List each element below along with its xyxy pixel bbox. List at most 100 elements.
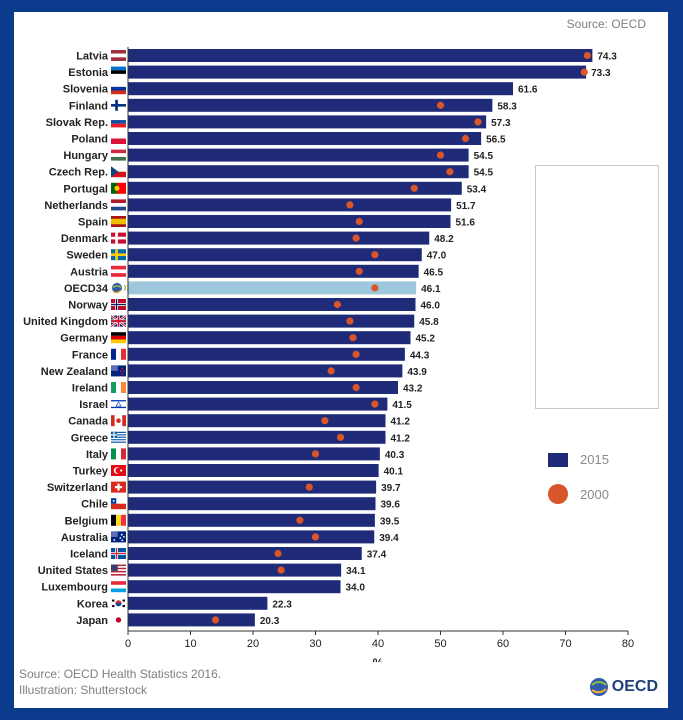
category-label: OECD34	[64, 283, 109, 295]
value-label: 56.5	[486, 135, 506, 146]
bar-2015	[128, 464, 379, 477]
category-label: Turkey	[73, 466, 109, 478]
value-label: 73.3	[591, 68, 611, 79]
bar-2015	[128, 480, 377, 494]
category-label: France	[72, 349, 108, 361]
category-label: Slovak Rep.	[46, 117, 108, 129]
bar-2015	[128, 98, 493, 112]
value-label: 40.3	[385, 450, 405, 461]
bar-row: Poland 56.5	[71, 132, 506, 146]
value-label: 46.1	[421, 284, 441, 295]
dot-2000	[296, 516, 304, 524]
dot-2000	[333, 300, 341, 309]
flag-icon	[111, 50, 126, 61]
dot-2000	[352, 383, 360, 392]
dot-2000	[327, 367, 335, 375]
flag-icon	[111, 415, 126, 427]
bar-2015	[128, 430, 386, 444]
value-label: 61.6	[518, 85, 538, 96]
category-label: Spain	[78, 217, 108, 229]
bar-2015	[128, 530, 375, 544]
bar-row: Italy 40.3	[86, 447, 405, 461]
bar-row: France 44.3	[72, 347, 430, 361]
value-label: 39.4	[379, 533, 399, 544]
bar-2015	[128, 132, 482, 145]
legend-swatch-2000	[548, 484, 568, 504]
flag-icon	[111, 531, 126, 543]
flag-icon	[111, 448, 126, 460]
category-label: New Zealand	[41, 366, 108, 378]
flag-icon	[111, 514, 126, 526]
flag-icon	[111, 365, 126, 377]
flag-icon	[111, 597, 126, 609]
value-label: 39.5	[380, 516, 400, 527]
bar-2015	[128, 563, 342, 577]
footer-source: Source: OECD Health Statistics 2016.	[19, 667, 222, 681]
dot-2000	[321, 417, 329, 425]
flag-icon	[111, 382, 126, 393]
bar-2015	[128, 596, 268, 610]
bar-2015	[128, 314, 415, 328]
bar-row: Austria 46.5	[70, 264, 444, 278]
dot-2000	[371, 251, 379, 259]
bar-row: New Zealand 43.9	[41, 364, 427, 378]
bar-2015	[128, 49, 593, 62]
dot-2000	[352, 234, 360, 242]
bar-row: Turkey 40.1	[73, 464, 404, 478]
bar-row: Latvia 74.3	[76, 49, 617, 63]
dot-2000	[436, 101, 445, 109]
category-label: Japan	[76, 615, 108, 627]
dot-2000	[336, 433, 345, 441]
legend-label-2000: 2000	[580, 486, 609, 502]
value-label: 46.5	[424, 267, 444, 278]
flag-icon	[111, 83, 126, 95]
bar-row: Ireland 43.2	[72, 381, 423, 395]
bar-2015	[128, 65, 587, 79]
flag-icon	[111, 564, 126, 576]
bar-2015	[128, 181, 462, 195]
category-label: United Kingdom	[23, 316, 108, 328]
value-label: 57.3	[491, 118, 511, 129]
flag-icon	[111, 166, 126, 178]
category-label: Czech Rep.	[49, 167, 108, 179]
value-label: 45.8	[419, 317, 439, 328]
flag-icon	[111, 299, 126, 310]
dot-2000	[311, 450, 320, 458]
dot-2000	[446, 168, 454, 176]
bar-2015	[128, 613, 255, 627]
x-tick-label: 50	[434, 638, 446, 650]
flag-icon	[111, 614, 126, 626]
category-label: Finland	[69, 100, 108, 112]
dot-2000	[371, 400, 379, 408]
bar-row: Netherlands 51.7	[44, 198, 476, 212]
dot-2000	[355, 217, 363, 226]
bar-2015	[128, 497, 376, 511]
flag-icon	[111, 465, 126, 476]
category-label: Korea	[77, 598, 109, 610]
bar-row: Hungary 54.5	[63, 148, 494, 162]
category-label: Estonia	[68, 67, 109, 79]
category-label: Norway	[68, 300, 109, 312]
flag-icon	[111, 99, 126, 111]
category-label: United States	[38, 565, 108, 577]
dot-2000	[211, 616, 220, 624]
category-label: Portugal	[63, 183, 108, 195]
value-label: 22.3	[272, 599, 292, 610]
value-label: 41.5	[392, 400, 412, 411]
dot-2000	[474, 118, 482, 126]
category-label: Israel	[79, 399, 108, 411]
legend-item-2000: 2000	[548, 484, 609, 504]
bar-2015	[128, 165, 469, 179]
x-tick-label: 30	[309, 638, 321, 650]
bar-row: Estonia 73.3	[68, 65, 611, 79]
dot-2000	[311, 533, 320, 541]
dot-2000	[355, 267, 363, 275]
source-label: Source: OECD	[566, 17, 646, 31]
bar-row: OECD34 46.1	[64, 281, 441, 295]
category-label: Chile	[81, 499, 108, 511]
x-tick-label: 70	[559, 638, 571, 650]
bar-row: Switzerland 39.7	[47, 480, 401, 494]
bar-2015	[128, 547, 362, 560]
category-label: Ireland	[72, 383, 108, 395]
dot-2000	[580, 68, 588, 76]
